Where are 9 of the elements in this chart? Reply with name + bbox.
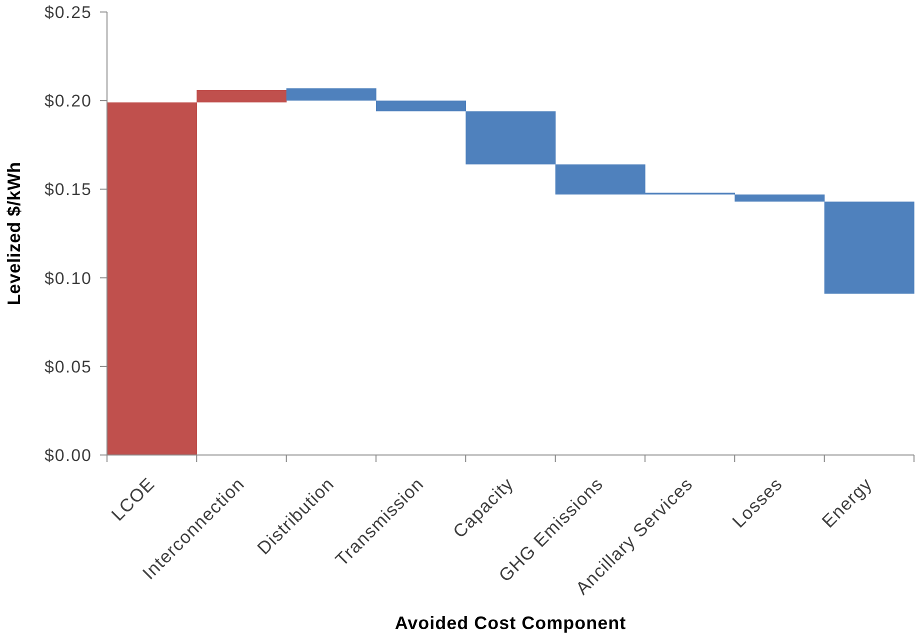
y-tick-label: $0.05 [44, 357, 92, 376]
x-axis-title: Avoided Cost Component [394, 613, 626, 633]
y-axis-title: Levelized $/kWh [4, 162, 24, 306]
y-tick-label: $0.20 [44, 92, 92, 111]
y-tick-label: $0.00 [44, 446, 92, 466]
bar [824, 202, 914, 294]
y-tick-label: $0.15 [44, 180, 92, 200]
y-tick-label: $0.10 [44, 268, 92, 288]
y-tick-label: $0.25 [44, 3, 92, 22]
